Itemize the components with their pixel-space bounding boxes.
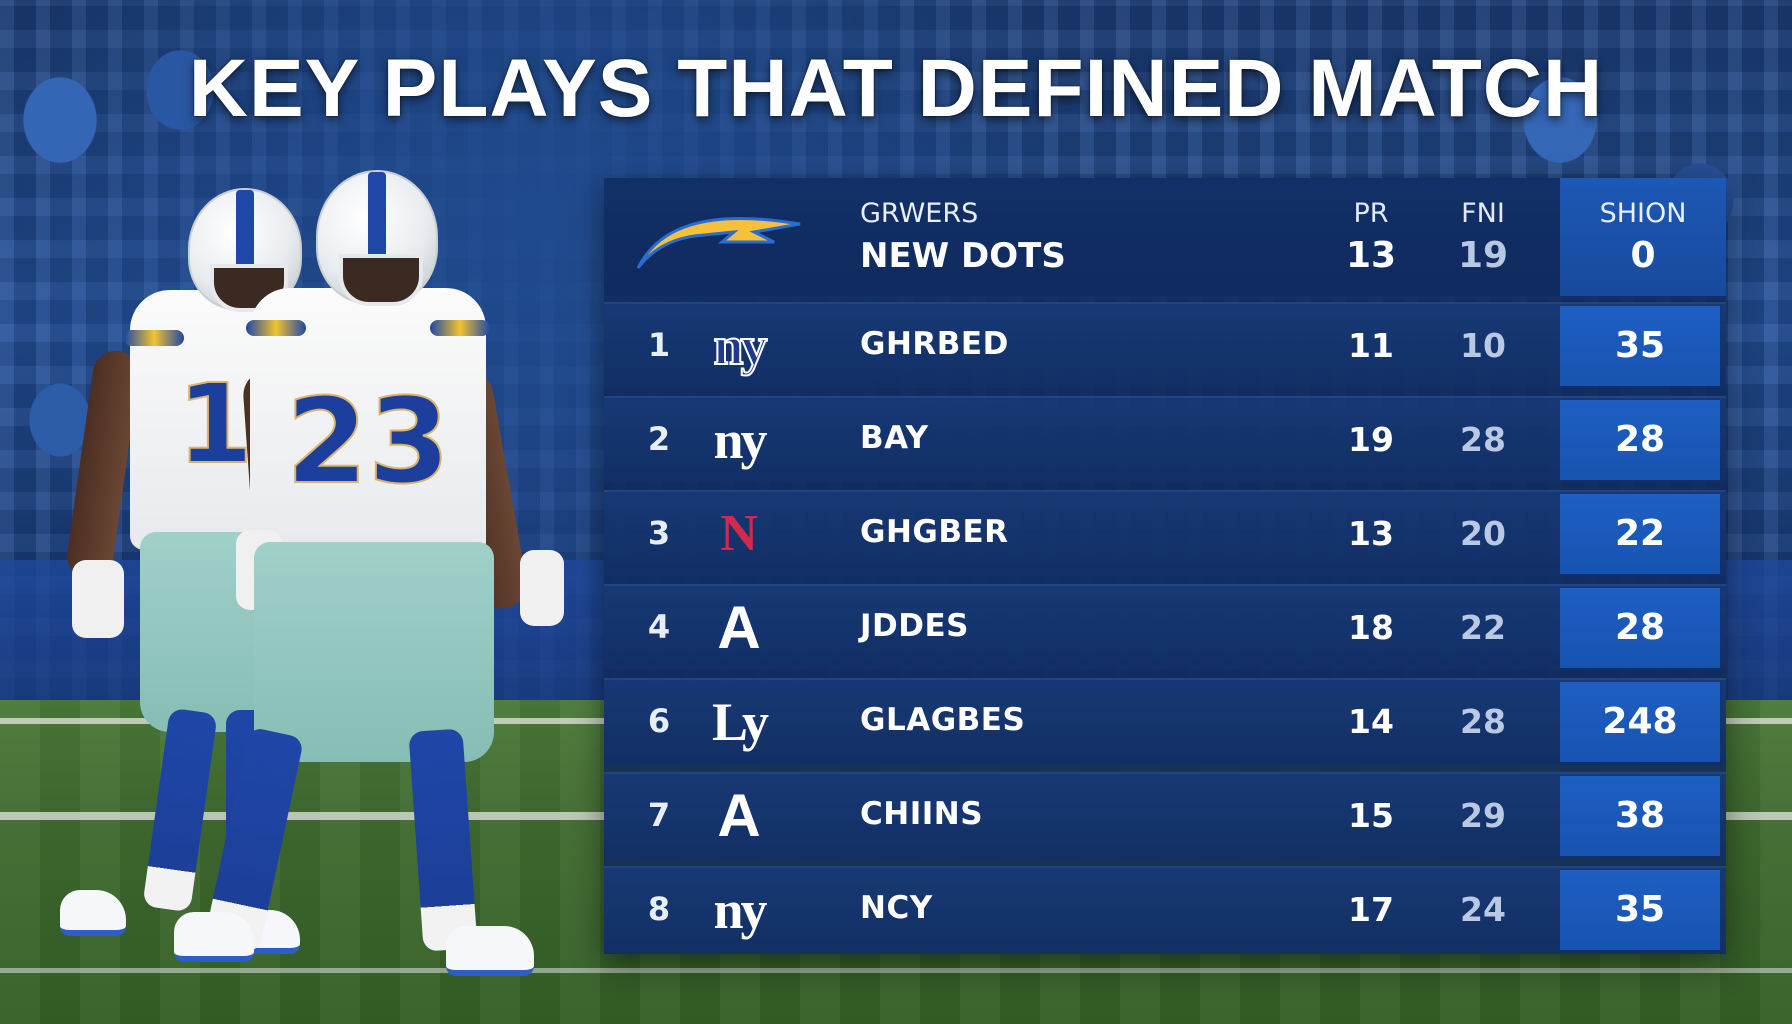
row-pr: 15 <box>1348 796 1394 835</box>
lightning-bolt-logo-icon <box>636 217 801 269</box>
row-shion: 28 <box>1560 588 1720 668</box>
row-pr: 11 <box>1348 326 1394 365</box>
scoreboard-header: GRWERS NEW DOTS PR 13 FNI 19 SHION 0 <box>604 178 1726 296</box>
team-name-top: GRWERS <box>860 198 979 229</box>
player-glove <box>520 550 564 626</box>
row-shion: 22 <box>1560 494 1720 574</box>
player-shoe <box>446 926 534 976</box>
row-name: GLAGBES <box>860 702 1026 738</box>
row-name: JDDES <box>860 608 970 644</box>
row-fni: 28 <box>1460 702 1506 741</box>
row-name: BAY <box>860 420 929 456</box>
row-fni: 28 <box>1460 420 1506 459</box>
row-shion: 248 <box>1560 682 1720 762</box>
row-fni: 10 <box>1460 326 1506 365</box>
table-row: 7 A CHIINS 15 29 38 <box>604 772 1726 858</box>
table-row: 8 ny NCY 17 24 35 <box>604 866 1726 952</box>
column-label: FNI <box>1461 198 1505 229</box>
row-shion: 28 <box>1560 400 1720 480</box>
yard-line <box>0 968 1792 973</box>
row-fni: 22 <box>1460 608 1506 647</box>
player-glove <box>72 560 124 638</box>
column-shion-header: SHION 0 <box>1560 178 1726 296</box>
row-pr: 17 <box>1348 890 1394 929</box>
row-shion: 35 <box>1560 870 1720 950</box>
row-pr: 19 <box>1348 420 1394 459</box>
team-logo-icon: ny <box>713 880 767 940</box>
player-shoe <box>174 912 254 962</box>
row-rank: 6 <box>647 702 671 740</box>
row-rank: 4 <box>647 608 671 646</box>
column-value: 13 <box>1345 235 1397 276</box>
jersey-number: 23 <box>285 371 451 511</box>
team-logo-icon: ny <box>712 316 768 376</box>
scoreboard-panel: GRWERS NEW DOTS PR 13 FNI 19 SHION 0 1 n… <box>604 178 1726 954</box>
row-rank: 1 <box>647 326 671 364</box>
row-pr: 14 <box>1348 702 1394 741</box>
team-logo-icon: A <box>717 782 761 849</box>
scoreboard-rows: 1 ny GHRBED 11 10 35 2 ny BAY 19 28 28 3… <box>604 302 1726 960</box>
column-label: PR <box>1353 198 1389 229</box>
row-rank: 2 <box>647 420 671 458</box>
column-fni-header: FNI 19 <box>1438 198 1528 276</box>
column-value: 0 <box>1630 235 1656 276</box>
column-pr-header: PR 13 <box>1326 198 1416 276</box>
row-shion: 38 <box>1560 776 1720 856</box>
row-name: CHIINS <box>860 796 984 832</box>
team-logo-icon: Ly <box>711 692 769 752</box>
team-logo-icon: N <box>720 505 758 562</box>
team-name-bottom: NEW DOTS <box>860 236 1066 276</box>
row-name: NCY <box>860 890 933 926</box>
row-name: GHRBED <box>860 326 1009 362</box>
table-row: 3 N GHGBER 13 20 22 <box>604 490 1726 576</box>
row-fni: 20 <box>1460 514 1506 553</box>
table-row: 6 Ly GLAGBES 14 28 248 <box>604 678 1726 764</box>
column-value: 19 <box>1457 235 1509 276</box>
page-title: KEY PLAYS THAT DEFINED MATCH <box>188 43 1604 134</box>
table-row: 4 A JDDES 18 22 28 <box>604 584 1726 670</box>
jersey-number: 1 <box>176 359 255 489</box>
table-row: 2 ny BAY 19 28 28 <box>604 396 1726 482</box>
row-rank: 3 <box>647 514 671 552</box>
column-label: SHION <box>1599 198 1687 229</box>
row-rank: 7 <box>647 796 671 834</box>
row-fni: 29 <box>1460 796 1506 835</box>
team-logo-icon: A <box>717 594 761 661</box>
row-fni: 24 <box>1460 890 1506 929</box>
row-pr: 13 <box>1348 514 1394 553</box>
player-front: 23 <box>174 170 580 980</box>
table-row: 1 ny GHRBED 11 10 35 <box>604 302 1726 388</box>
row-name: GHGBER <box>860 514 1009 550</box>
row-pr: 18 <box>1348 608 1394 647</box>
team-logo-icon: ny <box>713 410 767 470</box>
player-shoe <box>60 890 126 936</box>
row-rank: 8 <box>647 890 671 928</box>
row-shion: 35 <box>1560 306 1720 386</box>
player-helmet <box>316 170 438 306</box>
